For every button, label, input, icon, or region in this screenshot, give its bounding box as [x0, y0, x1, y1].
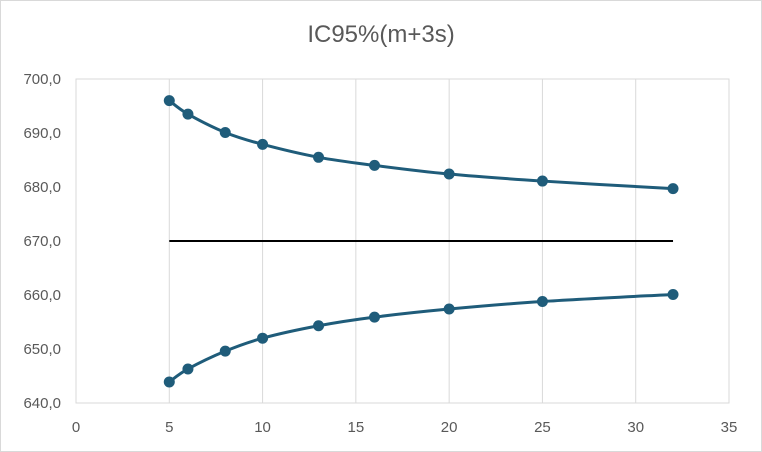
data-point [313, 151, 325, 163]
data-point [536, 175, 548, 187]
data-point [313, 320, 325, 332]
data-point [219, 345, 231, 357]
plot-area-border [75, 78, 730, 404]
x-tick-label: 15 [348, 419, 365, 436]
chart-title: IC95%(m+3s) [307, 21, 455, 48]
y-tick-label: 650,0 [23, 341, 61, 358]
y-tick-label: 660,0 [23, 287, 61, 304]
x-tick-label: 30 [627, 419, 644, 436]
y-tick-label: 670,0 [23, 233, 61, 250]
data-point [369, 159, 381, 171]
data-point [257, 332, 269, 344]
x-tick-label: 5 [165, 419, 173, 436]
y-tick-label: 690,0 [23, 125, 61, 142]
data-point [257, 138, 269, 150]
data-point [163, 376, 175, 388]
data-point [163, 95, 175, 107]
data-point [182, 363, 194, 375]
data-point [443, 168, 455, 180]
y-tick-label: 640,0 [23, 395, 61, 412]
x-tick-label: 20 [441, 419, 458, 436]
x-tick-label: 0 [72, 419, 80, 436]
data-point [219, 126, 231, 138]
x-tick-label: 25 [534, 419, 551, 436]
data-point [667, 288, 679, 300]
data-point [369, 311, 381, 323]
data-point [536, 295, 548, 307]
x-tick-label: 10 [254, 419, 271, 436]
series-line-1 [168, 292, 674, 384]
x-tick-label: 35 [721, 419, 738, 436]
data-point [667, 183, 679, 195]
data-point [182, 108, 194, 120]
y-tick-label: 680,0 [23, 179, 61, 196]
series-line-0 [168, 99, 674, 191]
y-tick-label: 700,0 [23, 71, 61, 88]
data-point [443, 303, 455, 315]
